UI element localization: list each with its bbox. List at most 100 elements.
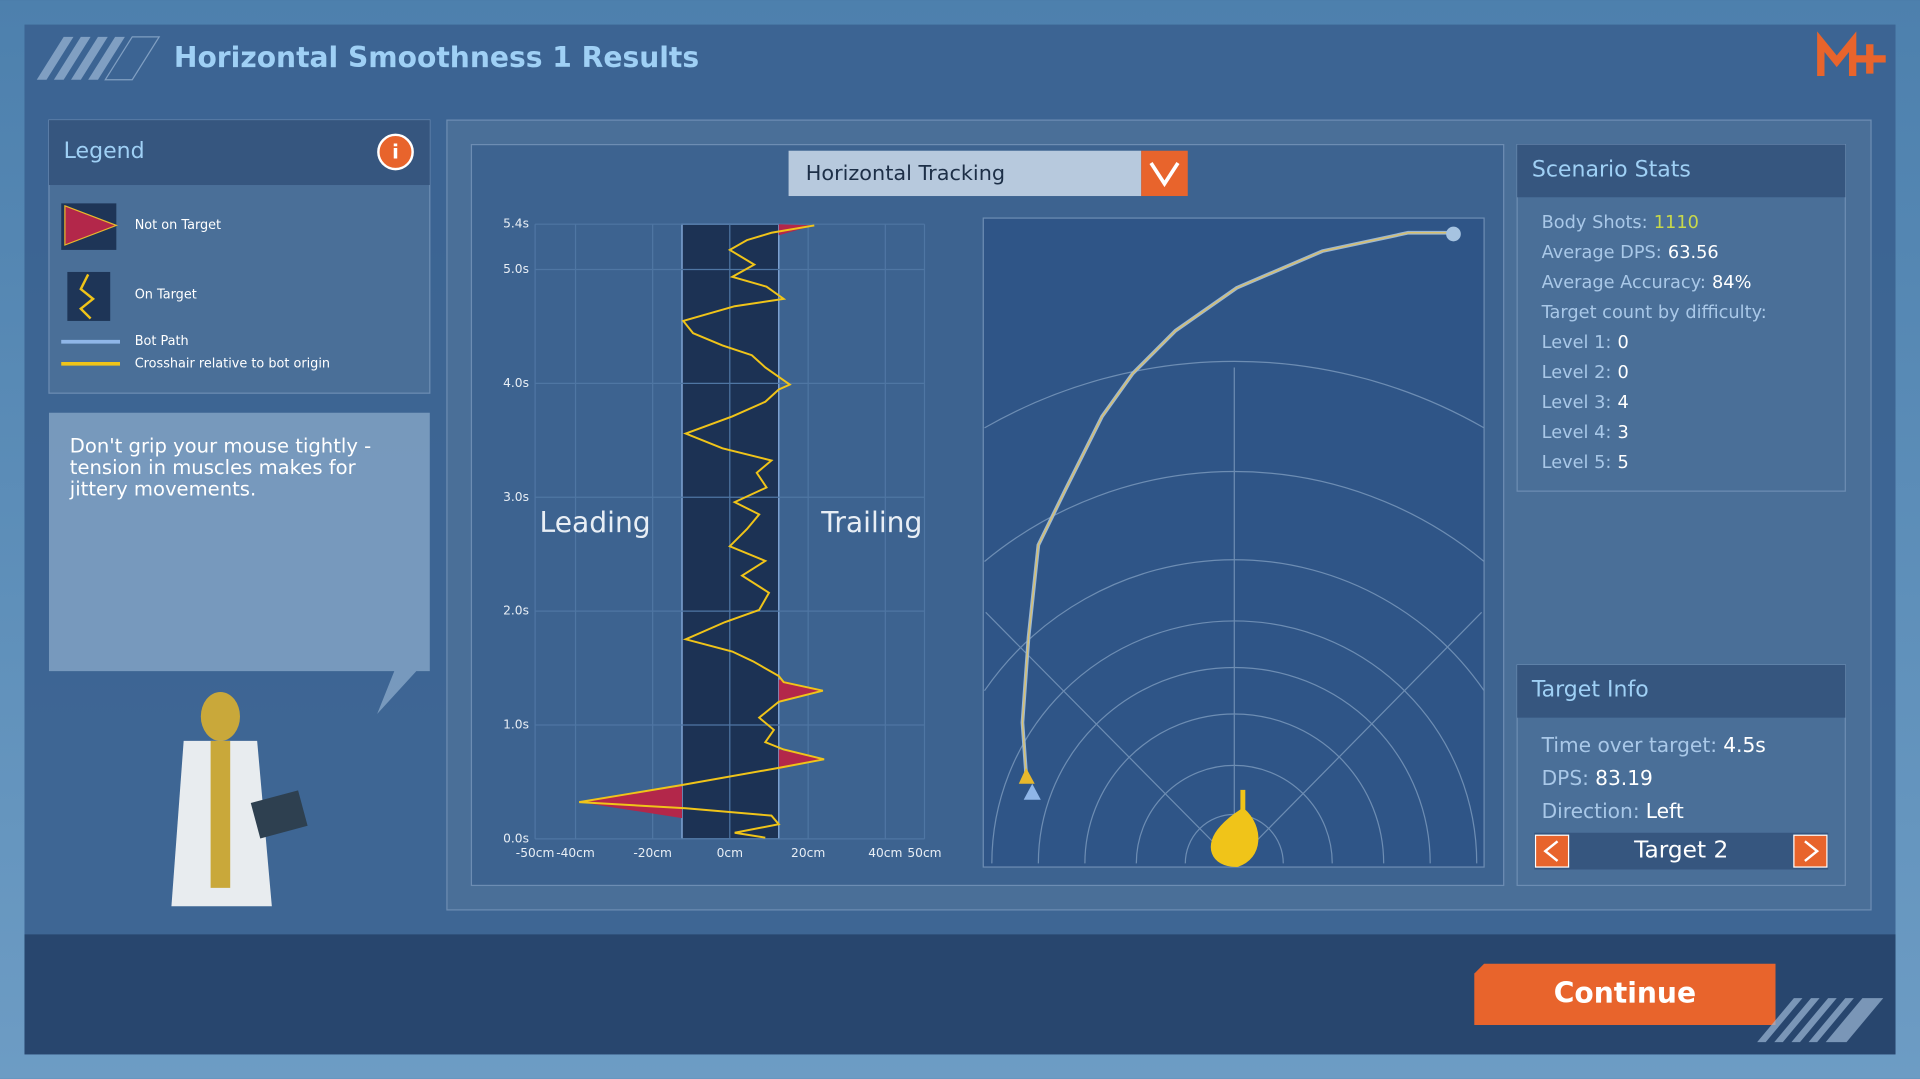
dropdown-label: Horizontal Tracking xyxy=(806,161,1005,185)
target-title: Target Info xyxy=(1531,678,1649,703)
y-tick-label: 3.0s xyxy=(503,490,529,504)
polar-grid xyxy=(983,360,1485,864)
ticks: 5.4s 5.0s 4.0s 3.0s 2.0s 1.0s 0.0s-50cm -40cm -2… xyxy=(503,217,941,860)
strip-grid xyxy=(534,223,926,840)
stat-label: Level 5: xyxy=(1542,453,1612,473)
leading-label: Leading xyxy=(540,506,651,539)
stats-title: Scenario Stats xyxy=(1532,157,1691,182)
prev-target[interactable] xyxy=(1534,834,1570,868)
legend-icon xyxy=(64,204,119,246)
end-marker xyxy=(1446,226,1461,242)
tip-text: Don't grip your mouse tightly -tension i… xyxy=(69,435,371,501)
stat-value: 83.19 xyxy=(1595,765,1653,789)
stat-label: Average DPS: xyxy=(1542,243,1662,263)
stat-label: Level 2: xyxy=(1542,363,1612,383)
stat-row: Level 2: 0 xyxy=(1542,363,1629,383)
stat-value: 4 xyxy=(1618,393,1629,413)
stat-label: Body Shots: xyxy=(1542,213,1648,233)
legend-items: Not on Target On Target Bot Path Crosshair … xyxy=(135,218,330,371)
stat-row: Body Shots: 1110 xyxy=(1542,213,1699,233)
stat-label: DPS: xyxy=(1542,765,1589,789)
crosshair-path xyxy=(1021,232,1454,775)
x-tick-label: -20cm xyxy=(633,846,672,860)
character xyxy=(171,691,308,907)
polar-ring xyxy=(984,360,1485,429)
target-selector xyxy=(1534,832,1829,870)
continue-button[interactable]: Continue xyxy=(1474,963,1776,1026)
stat-row: DPS: 83.19 xyxy=(1542,765,1653,789)
x-tick-label: 40cm xyxy=(868,846,902,860)
y-tick-label: 4.0s xyxy=(503,376,529,390)
stat-label: Level 1: xyxy=(1542,333,1612,353)
next-target[interactable] xyxy=(1793,834,1828,868)
stat-value: 1110 xyxy=(1654,213,1699,233)
stat-value: Left xyxy=(1646,798,1684,822)
legend-icon xyxy=(78,273,96,320)
stat-heading: Target count by difficulty: xyxy=(1541,303,1767,323)
legend-label: Bot Path xyxy=(135,334,189,349)
not-on-target-area xyxy=(579,224,825,819)
target-name: Target 2 xyxy=(1633,837,1728,864)
target-header xyxy=(1517,665,1846,718)
tip-bubble xyxy=(48,412,430,714)
y-tick-label: 5.4s xyxy=(503,217,529,231)
crosshair-line xyxy=(579,224,825,839)
stat-value: 63.56 xyxy=(1668,243,1719,263)
stat-label: Time over target: xyxy=(1541,732,1717,756)
tip-line: Don't grip your mouse tightly - xyxy=(70,435,371,458)
legend-label: On Target xyxy=(135,288,197,303)
y-tick-label: 2.0s xyxy=(503,604,529,618)
tip-line: jittery movements. xyxy=(69,477,256,500)
start-marker xyxy=(1023,783,1041,800)
continue-label: Continue xyxy=(1554,976,1696,1009)
trailing-label: Trailing xyxy=(820,506,922,539)
stat-value: 5 xyxy=(1618,453,1629,473)
stat-row: Level 1: 0 xyxy=(1542,333,1629,353)
legend-header xyxy=(48,120,430,186)
footer-stripes xyxy=(1757,998,1884,1043)
stat-value: 4.5s xyxy=(1723,732,1766,756)
x-tick-label: 50cm xyxy=(907,846,941,860)
x-tick-label: 20cm xyxy=(791,846,825,860)
y-tick-label: 0.0s xyxy=(503,831,529,845)
stats-header xyxy=(1517,144,1846,198)
polar-axis xyxy=(1233,611,1483,864)
stat-row: Level 3: 4 xyxy=(1542,393,1629,413)
start-marker xyxy=(1018,767,1035,784)
stat-value: 0 xyxy=(1618,363,1629,383)
x-tick-label: -50cm xyxy=(516,846,555,860)
tip-line: tension in muscles makes for xyxy=(70,456,357,479)
stat-row: Average Accuracy: 84% xyxy=(1542,273,1752,293)
y-tick-label: 1.0s xyxy=(503,718,529,732)
logo xyxy=(1817,31,1886,77)
crosshair-origin xyxy=(1210,789,1259,868)
stats-panel xyxy=(1516,143,1846,492)
stat-row: Direction: Left xyxy=(1542,798,1684,822)
legend-title: Legend xyxy=(64,139,145,164)
stat-row: Time over target: 4.5s xyxy=(1541,732,1766,756)
legend-label: Crosshair relative to bot origin xyxy=(135,356,330,371)
x-tick-label: -40cm xyxy=(556,846,595,860)
target-rows: Time over target: 4.5s DPS: 83.19 Direction:… xyxy=(1541,732,1766,822)
x-tick-label: 0cm xyxy=(717,846,743,860)
stat-row: Level 4: 3 xyxy=(1542,423,1629,443)
stat-label: Direction: xyxy=(1542,798,1640,822)
header-stripes xyxy=(36,36,161,81)
stat-row: Average DPS: 63.56 xyxy=(1542,243,1719,263)
y-tick-label: 5.0s xyxy=(503,262,529,276)
info-button[interactable]: i xyxy=(377,133,414,171)
stat-label: Level 3: xyxy=(1542,393,1612,413)
stat-value: 3 xyxy=(1618,423,1629,443)
stat-label: Average Accuracy: xyxy=(1542,273,1706,293)
stat-value: 84% xyxy=(1712,273,1751,293)
legend-label: Not on Target xyxy=(135,218,221,233)
svg-text:i: i xyxy=(392,141,399,164)
dropdown[interactable] xyxy=(788,150,1188,197)
stat-row: Level 5: 5 xyxy=(1542,453,1629,473)
page-title: Horizontal Smoothness 1 Results xyxy=(174,41,699,74)
stat-label: Level 4: xyxy=(1542,423,1612,443)
stat-value: 0 xyxy=(1618,333,1629,353)
